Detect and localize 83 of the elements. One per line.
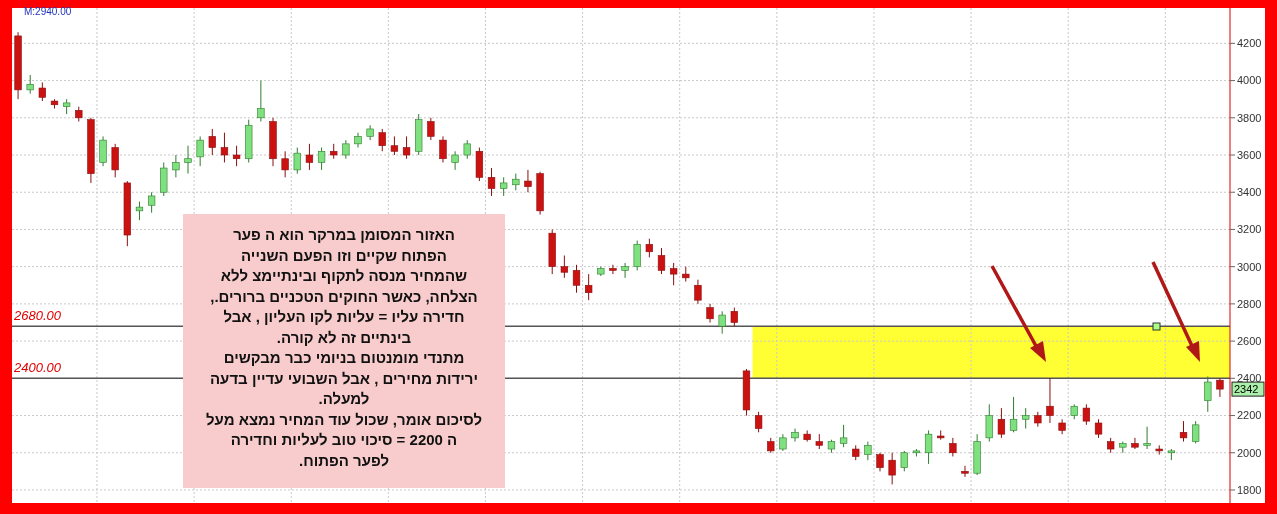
y-tick-label: 4000	[1237, 74, 1262, 87]
y-tick-label: 2600	[1237, 334, 1262, 347]
candlestick	[135, 201, 144, 221]
y-tick-label: 3400	[1237, 186, 1262, 199]
y-tick-label: 4200	[1237, 37, 1262, 50]
candlestick	[1216, 377, 1224, 398]
candlestick	[961, 465, 969, 478]
candlestick	[111, 143, 119, 178]
candlestick	[451, 150, 459, 171]
candlestick	[147, 191, 156, 214]
candlestick	[378, 128, 386, 152]
candlestick	[1143, 426, 1151, 450]
y-tick-label: 3000	[1237, 260, 1262, 273]
candlestick	[1192, 420, 1200, 444]
ref-line-label: 2400.00	[13, 360, 62, 376]
y-tick-label: 3200	[1237, 223, 1262, 236]
candlestick	[427, 117, 435, 141]
candlestick	[657, 247, 666, 275]
candlestick	[949, 437, 957, 457]
candlestick	[754, 411, 763, 433]
candlestick	[500, 176, 508, 197]
candlestick	[524, 169, 532, 193]
candlestick	[645, 238, 653, 258]
candlestick	[38, 81, 46, 102]
candlestick	[342, 139, 350, 160]
candlestick	[463, 139, 471, 160]
y-tick-label: 2400	[1237, 372, 1262, 385]
candlestick	[1046, 377, 1054, 424]
text: האזור המסומן במרקר הוא ה פער הפתוח שקיים וזו הפעם השנייה שהמחיר מנסה לתקוף ובינתיימצ ללא הצלחה, כאשר החוקים הטכניים ברורים., חדירה עליו = עליות לקו העליון , אבל בינתיים זה לא קורה. מתנדי מומנטום בניומי כבר מבקשים ירידות מחירים , אבל השבועי עדיין בדעה למעלה. לסיכום אומר, שכול עוד המחיר נמצא מעל ה 2200 = סיכוי טוב לעליות וחדירה לפער הפתוח.	[205, 226, 483, 469]
candlestick	[1094, 418, 1103, 439]
candlestick	[585, 273, 593, 301]
y-tick-label: 3800	[1237, 111, 1262, 124]
candlestick	[487, 167, 496, 197]
candlestick	[232, 145, 241, 167]
candlestick	[839, 424, 848, 448]
candlestick	[730, 307, 738, 327]
candlestick	[924, 429, 933, 465]
candlestick	[609, 264, 617, 275]
candlestick	[281, 150, 289, 178]
candlestick	[354, 132, 362, 149]
candlestick	[706, 303, 714, 323]
candlestick	[257, 80, 265, 123]
candlestick	[876, 452, 884, 472]
candlestick	[390, 135, 399, 156]
candlestick	[669, 262, 678, 286]
candlestick	[1022, 407, 1030, 430]
candlestick	[694, 279, 702, 305]
candlestick	[99, 135, 107, 167]
candlestick	[293, 147, 301, 175]
candlestick	[305, 143, 314, 171]
ref-line-label: 2680.00	[13, 308, 62, 324]
candlestick	[184, 145, 192, 175]
candlestick	[1082, 403, 1091, 426]
annotation: 2342	[1234, 382, 1259, 395]
candlestick	[1131, 437, 1139, 450]
y-tick-label: 1800	[1237, 483, 1262, 496]
candlestick	[1179, 420, 1188, 443]
candlestick	[864, 441, 872, 461]
candlestick	[439, 135, 447, 163]
y-tick-label: 3600	[1237, 148, 1262, 161]
candlestick	[1204, 375, 1212, 413]
candlestick	[1009, 396, 1018, 433]
candlestick	[402, 135, 411, 160]
candlestick	[572, 264, 581, 294]
candlestick	[220, 132, 229, 163]
candlestick	[791, 428, 799, 443]
candlestick	[208, 128, 216, 156]
candlestick	[621, 262, 629, 279]
candlestick	[172, 154, 180, 178]
candlestick	[317, 147, 326, 171]
y-tick-label: 2800	[1237, 297, 1262, 310]
candlestick	[997, 407, 1006, 439]
candlestick	[888, 452, 896, 485]
candlestick	[985, 403, 993, 443]
candlestick	[26, 74, 34, 95]
candlestick	[718, 310, 726, 335]
y-tick-label: 2200	[1237, 409, 1262, 422]
candlestick	[196, 135, 204, 167]
candlestick	[560, 255, 569, 279]
candlestick	[900, 450, 908, 472]
y-tick-label: 2000	[1237, 446, 1262, 459]
candlestick	[633, 240, 641, 271]
annotation: M:2940.00	[24, 6, 72, 17]
